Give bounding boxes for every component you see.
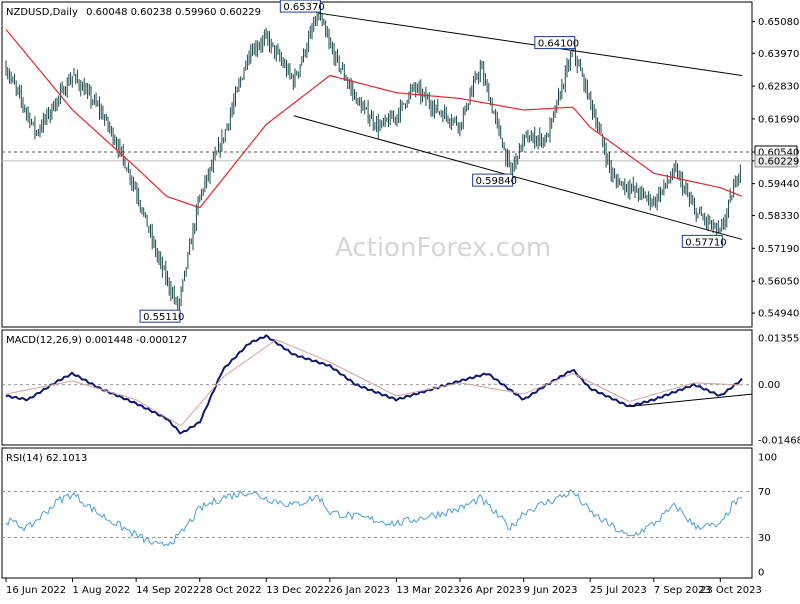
price-tick-label: 0.54940	[758, 309, 799, 320]
symbol-label: NZDUSD,Daily	[6, 7, 78, 18]
price-trendline	[318, 12, 743, 76]
x-tick-label: 23 Oct 2023	[700, 585, 762, 596]
macd-tick-label: 0.00	[758, 380, 780, 391]
price-tick-label: 0.56050	[758, 277, 799, 288]
moving-average-line	[5, 29, 743, 209]
price-annotation-box	[534, 36, 576, 50]
price-tick-label: 0.57190	[758, 244, 799, 255]
x-tick-label: 16 Jun 2022	[6, 585, 66, 596]
price-tick-label: 0.60540	[758, 147, 799, 158]
x-tick-label: 7 Sep 2023	[654, 585, 711, 596]
x-tick-label: 25 Jul 2023	[590, 585, 647, 596]
price-bars	[5, 5, 741, 316]
price-annotation-box	[681, 234, 723, 248]
rsi-line	[2, 489, 752, 547]
x-tick-label: 1 Aug 2022	[73, 585, 131, 596]
x-tick-label: 13 Dec 2022	[266, 585, 330, 596]
x-tick-label: 26 Apr 2023	[460, 585, 522, 596]
macd-line	[5, 334, 743, 435]
price-annotations: 0.65370 0.64100 0.59840 0.57710 0.55110	[139, 0, 727, 323]
moving-average	[5, 29, 743, 209]
price-tick-label: 0.58330	[758, 211, 799, 222]
macd-header: MACD(12,26,9) 0.001448 -0.000127	[6, 335, 187, 346]
price-tick-label: 0.60229	[758, 156, 799, 167]
macd-lines	[2, 334, 753, 435]
ohlc-values: 0.60048 0.60238 0.59960 0.60229	[86, 7, 261, 18]
rsi-line-path	[5, 489, 743, 547]
price-annotation-label: 0.59840	[476, 176, 517, 187]
price-header: NZDUSD,Daily 0.60048 0.60238 0.59960 0.6…	[6, 7, 261, 18]
x-tick-label: 9 Jun 2023	[524, 585, 578, 596]
price-level-box	[754, 154, 798, 168]
x-tick-label: 14 Sep 2022	[136, 585, 199, 596]
trendlines	[293, 12, 743, 240]
rsi-tick-label: 0	[758, 568, 764, 579]
price-annotation-box	[139, 309, 181, 323]
price-tick-label: 0.61690	[758, 114, 799, 125]
price-tick-label: 0.65080	[758, 17, 799, 28]
macd-tick-label: -0.014684	[758, 435, 800, 446]
price-trendline	[293, 115, 743, 240]
price-annotation-box	[472, 173, 514, 187]
x-tick-label: 13 Mar 2023	[396, 585, 459, 596]
price-tick-label: 0.62830	[758, 82, 799, 93]
price-tick-label: 0.59440	[758, 179, 799, 190]
price-tick-label: 0.63970	[758, 49, 799, 60]
reference-levels	[2, 151, 752, 162]
price-panel-frame	[1, 1, 753, 328]
x-tick-label: 28 Oct 2022	[200, 585, 262, 596]
x-tick-label: 26 Jan 2023	[330, 585, 390, 596]
rsi-tick-label: 30	[758, 533, 771, 544]
rsi-tick-label: 70	[758, 487, 771, 498]
rsi-tick-label: 100	[758, 453, 777, 464]
signal-line	[5, 339, 743, 426]
macd-panel-frame	[1, 329, 753, 446]
rsi-header: RSI(14) 62.1013	[6, 453, 87, 464]
macd-trendline	[629, 393, 753, 407]
price-annotation-label: 0.64100	[538, 39, 579, 50]
macd-tick-label: 0.013555	[758, 334, 800, 345]
price-annotation-label: 0.57710	[685, 237, 726, 248]
axes: 0.65080 0.63970 0.62830 0.61690 0.605400.602…	[5, 17, 800, 596]
price-annotation-label: 0.55110	[143, 312, 184, 323]
price-annotation-box	[279, 0, 321, 13]
rsi-panel-frame	[1, 447, 753, 579]
watermark: ActionForex.com	[335, 233, 551, 263]
price-annotation-label: 0.65370	[283, 2, 324, 13]
